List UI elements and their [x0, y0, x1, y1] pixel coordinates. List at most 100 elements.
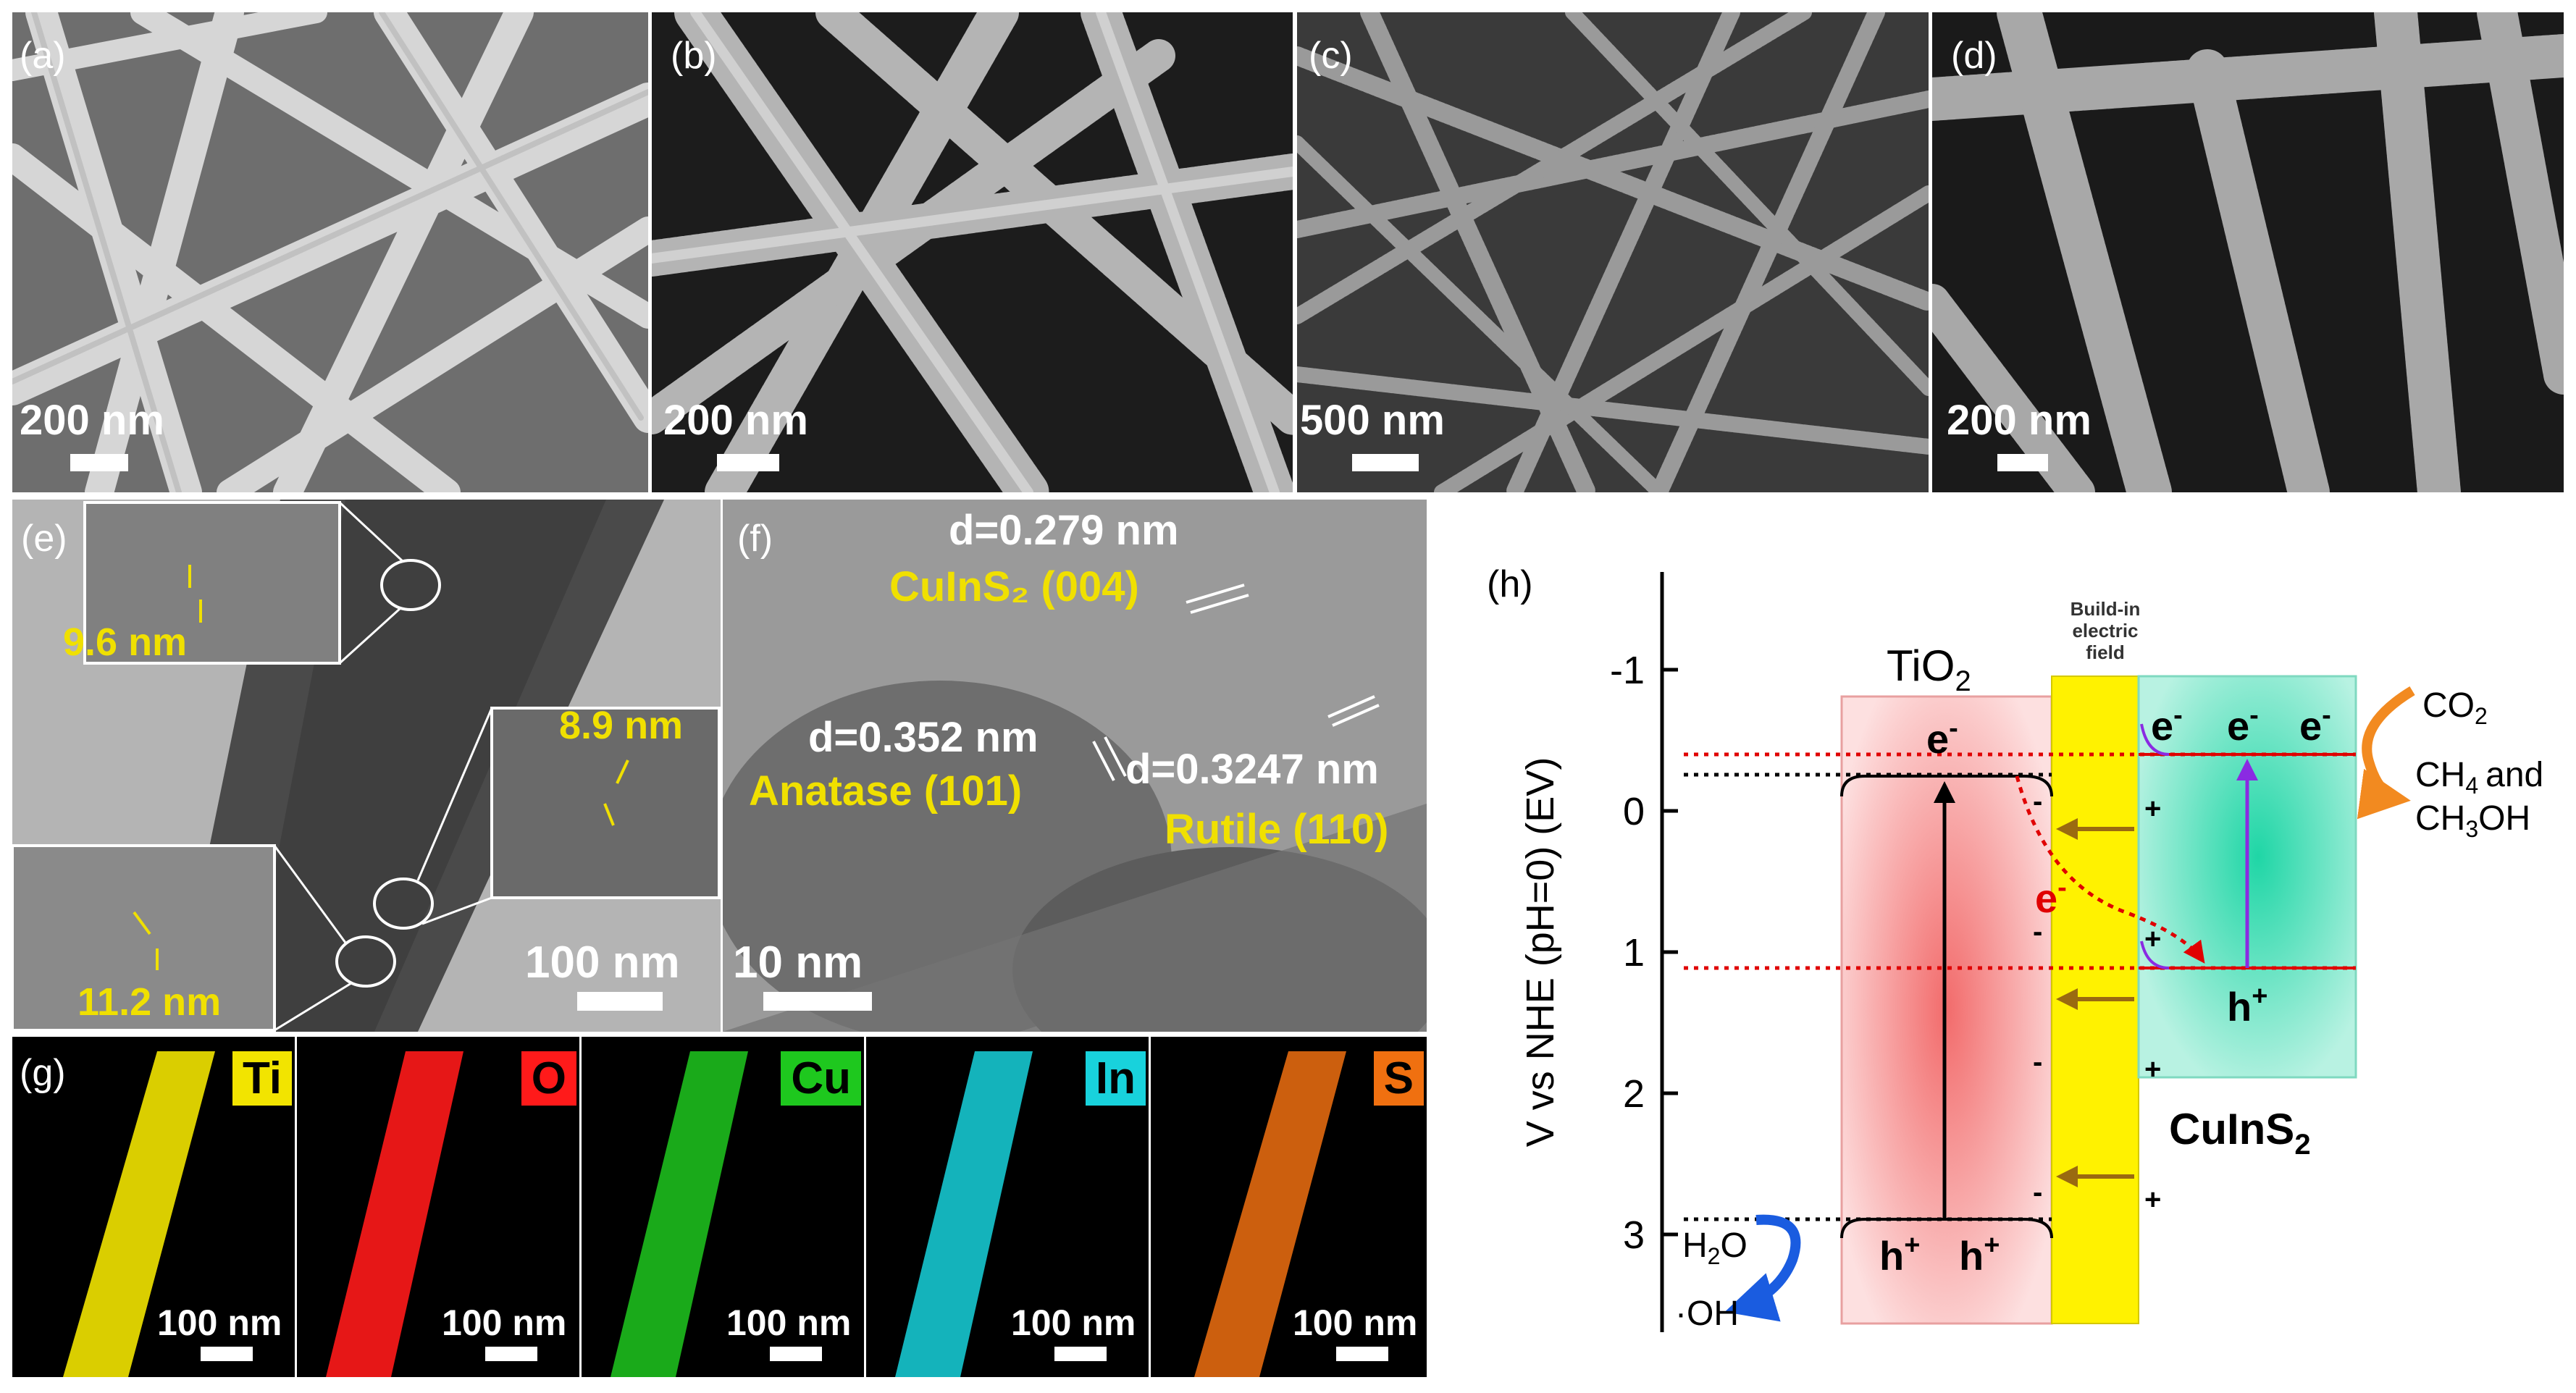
d-spacing-3: d=0.3247 nm — [1125, 746, 1379, 793]
scale-bar-b — [717, 454, 779, 471]
map-scale-label-in: 100 nm — [1011, 1302, 1136, 1343]
plus-charge: + — [2144, 923, 2161, 955]
hole-tio2: h+ — [1959, 1230, 2000, 1279]
sem-panel-d: (d) 200 nm — [1932, 12, 2564, 492]
inset-measure-2: 8.9 nm — [559, 704, 683, 747]
minus-charge: - — [2033, 1046, 2042, 1078]
element-badge-ti: Ti — [232, 1051, 292, 1106]
cuins2-cb-bend — [2140, 723, 2170, 756]
d-spacing-1: d=0.279 nm — [949, 507, 1179, 554]
scale-bar-d — [1997, 454, 2048, 471]
electron-transfer-label: e- — [2035, 872, 2067, 921]
element-badge-o: O — [521, 1051, 576, 1106]
sem-image-c — [1297, 12, 1929, 492]
sem-panel-c: (c) 500 nm — [1297, 12, 1929, 492]
eds-map-image-o — [326, 1051, 463, 1377]
map-scale-bar-s — [1336, 1347, 1388, 1361]
co2-label: CO2 — [2422, 686, 2488, 729]
scale-bar-e — [577, 992, 663, 1011]
y-tick-label: 3 — [1623, 1213, 1645, 1257]
minus-charge: - — [2033, 786, 2042, 817]
scale-bar-c — [1352, 454, 1419, 471]
panel-label-h: (h) — [1487, 563, 1533, 605]
map-scale-label-ti: 100 nm — [157, 1302, 282, 1343]
sem-image-d — [1932, 12, 2564, 492]
oh-radical-label: ·OH — [1675, 1295, 1739, 1333]
scale-bar-a — [70, 454, 128, 471]
product-label-2: CH3OH — [2415, 799, 2530, 842]
scale-bar-label-c: 500 nm — [1300, 397, 1445, 444]
eds-map-image-cu — [611, 1051, 748, 1377]
map-scale-bar-in — [1054, 1347, 1107, 1361]
map-scale-bar-o — [485, 1347, 537, 1361]
scale-bar-label-f: 10 nm — [733, 938, 863, 988]
field-label-line: field — [2086, 641, 2124, 663]
panel-label-b: (b) — [671, 35, 717, 77]
map-scale-label-cu: 100 nm — [726, 1302, 852, 1343]
electron-transfer-arrow — [2015, 775, 2205, 964]
sem-panel-a: (a) 200 nm — [12, 12, 648, 492]
sem-image-b — [652, 12, 1293, 492]
water-oxidation-arrow — [1724, 1214, 1801, 1322]
eds-map-ti: (g) Ti 100 nm — [12, 1037, 295, 1377]
sem-image-a — [12, 12, 648, 492]
plane-label-3: Rutile (110) — [1165, 806, 1388, 853]
inset-measure-1: 9.6 nm — [63, 620, 187, 664]
sem-panel-b: (b) 200 nm — [652, 12, 1293, 492]
co2-reduction-arrow — [2357, 686, 2415, 820]
eds-map-cu: Cu 100 nm — [582, 1037, 864, 1377]
band-diagram: (h) -1 0 1 2 3 V vs NHE (pH=0) (EV) TiO2… — [1487, 563, 2543, 1333]
eds-map-o: O 100 nm — [297, 1037, 579, 1377]
field-label-line: electric — [2072, 620, 2138, 641]
plus-charge: + — [2144, 1053, 2161, 1085]
scale-bar-label-e: 100 nm — [525, 938, 680, 988]
electron-cuins2: e- — [2151, 700, 2183, 749]
field-label-line: Build-in — [2071, 598, 2141, 620]
y-tick-label: 2 — [1623, 1072, 1645, 1116]
plane-label-2: Anatase (101) — [749, 767, 1022, 815]
hole-cuins2: h+ — [2227, 981, 2267, 1030]
plus-charge: + — [2144, 1184, 2161, 1216]
y-ticks — [1662, 668, 1678, 1237]
panel-label-g: (g) — [20, 1052, 66, 1094]
panel-label-f: (f) — [737, 518, 773, 560]
cuins2-vb-bend — [2140, 940, 2170, 969]
plus-charge: + — [2144, 793, 2161, 825]
y-tick-label: 0 — [1623, 790, 1645, 833]
minus-charge: - — [2033, 1177, 2042, 1208]
scale-bar-label-a: 200 nm — [20, 397, 164, 444]
scale-bar-f — [763, 992, 872, 1011]
element-badge-cu: Cu — [781, 1051, 861, 1106]
tio2-label: TiO2 — [1887, 641, 1971, 697]
y-tick-label: 1 — [1623, 931, 1645, 975]
eds-map-image-ti — [63, 1051, 215, 1377]
panel-label-d: (d) — [1951, 35, 1997, 77]
tem-panel-e: 9.6 nm 8.9 nm 11.2 nm 100 nm (e) — [12, 500, 721, 1032]
inset-measure-3: 11.2 nm — [77, 980, 221, 1024]
y-axis-label: V vs NHE (pH=0) (EV) — [1519, 757, 1562, 1148]
d-spacing-2: d=0.352 nm — [808, 714, 1039, 761]
panel-label-e: (e) — [21, 518, 67, 560]
tio2-cb-bend — [1840, 775, 2053, 797]
map-scale-bar-ti — [201, 1347, 253, 1361]
hole-tio2: h+ — [1879, 1230, 1920, 1279]
map-scale-bar-cu — [770, 1347, 822, 1361]
tem-panel-f: d=0.279 nm CuInS₂ (004) d=0.352 nm Anata… — [723, 500, 1427, 1032]
map-scale-label-s: 100 nm — [1293, 1302, 1418, 1343]
eds-map-image-s — [1194, 1051, 1346, 1377]
electron-cuins2: e- — [2227, 700, 2259, 749]
tem-image-e: 9.6 nm 8.9 nm 11.2 nm 100 nm — [12, 500, 721, 1032]
y-tick-label: -1 — [1610, 649, 1645, 692]
cuins2-label: CuInS2 — [2169, 1105, 2311, 1161]
eds-map-image-in — [895, 1051, 1033, 1377]
scale-bar-label-d: 200 nm — [1947, 397, 2092, 444]
electron-tio2: e- — [1926, 713, 1958, 762]
panel-label-c: (c) — [1309, 35, 1353, 77]
product-label-1: CH4 and — [2415, 756, 2543, 799]
scale-bar-label-b: 200 nm — [663, 397, 808, 444]
eds-map-in: In 100 nm — [866, 1037, 1149, 1377]
minus-charge: - — [2033, 916, 2042, 948]
element-badge-in: In — [1085, 1051, 1146, 1106]
hrtem-image-f: d=0.279 nm CuInS₂ (004) d=0.352 nm Anata… — [723, 500, 1427, 1032]
eds-map-s: S 100 nm — [1151, 1037, 1427, 1377]
